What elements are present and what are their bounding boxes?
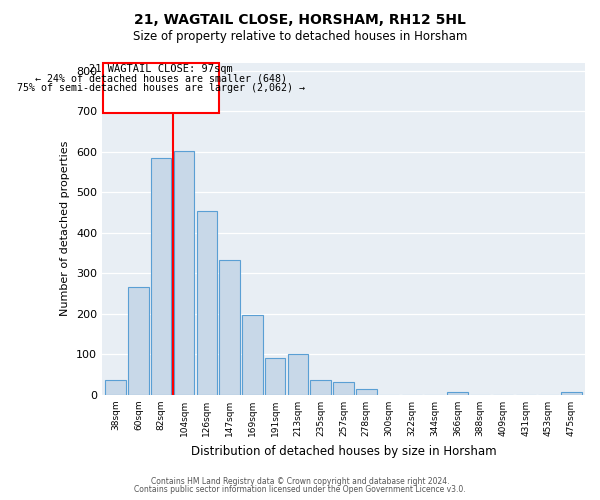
X-axis label: Distribution of detached houses by size in Horsham: Distribution of detached houses by size … [191,444,496,458]
Bar [174,152,194,395]
Bar [561,392,581,395]
Bar [287,354,308,395]
Bar [310,380,331,395]
Bar [197,212,217,395]
Bar [265,358,286,395]
Text: Size of property relative to detached houses in Horsham: Size of property relative to detached ho… [133,30,467,43]
Text: Contains HM Land Registry data © Crown copyright and database right 2024.: Contains HM Land Registry data © Crown c… [151,477,449,486]
Text: 21, WAGTAIL CLOSE, HORSHAM, RH12 5HL: 21, WAGTAIL CLOSE, HORSHAM, RH12 5HL [134,12,466,26]
Text: 75% of semi-detached houses are larger (2,062) →: 75% of semi-detached houses are larger (… [17,82,305,92]
Bar [242,316,263,395]
Bar [356,389,377,395]
Text: Contains public sector information licensed under the Open Government Licence v3: Contains public sector information licen… [134,485,466,494]
Bar [333,382,354,395]
Text: ← 24% of detached houses are smaller (648): ← 24% of detached houses are smaller (64… [35,74,287,84]
Bar [151,158,172,395]
Y-axis label: Number of detached properties: Number of detached properties [61,141,70,316]
Bar [128,288,149,395]
Bar [106,380,126,395]
Bar [220,260,240,395]
FancyBboxPatch shape [103,62,220,113]
Text: 21 WAGTAIL CLOSE: 97sqm: 21 WAGTAIL CLOSE: 97sqm [89,64,233,74]
Bar [447,392,467,395]
